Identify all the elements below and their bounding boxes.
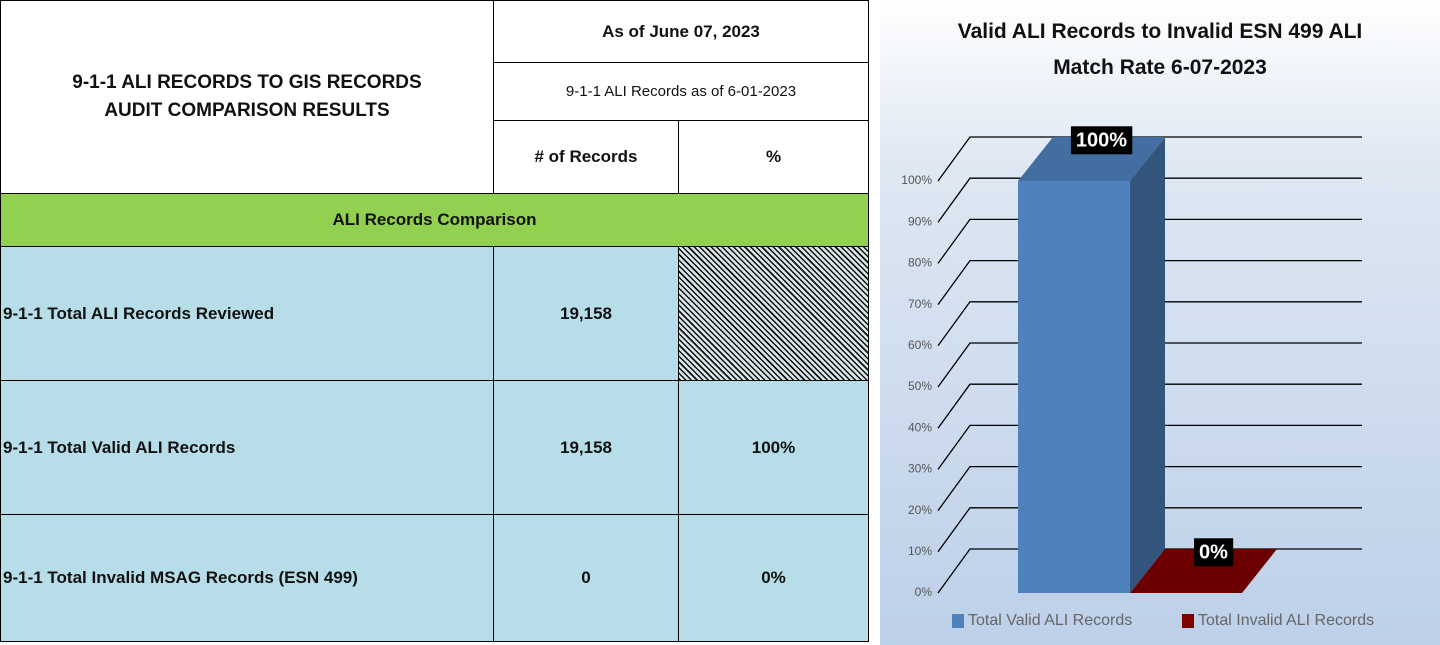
legend-swatch	[1182, 614, 1194, 628]
subtitle: 9-1-1 ALI Records as of 6-01-2023	[493, 62, 869, 121]
chart-title: Valid ALI Records to Invalid ESN 499 ALI…	[957, 20, 1363, 79]
grid-line	[937, 136, 1362, 182]
row-label: 9-1-1 Total Valid ALI Records	[0, 380, 494, 515]
grid-line	[937, 507, 1362, 553]
section-header: ALI Records Comparison	[0, 193, 869, 247]
data-label-box	[1070, 126, 1133, 155]
bar-front	[1018, 181, 1130, 593]
column-header: %	[678, 120, 869, 194]
y-tick-label: 0%	[915, 585, 933, 599]
hatched-cell	[678, 246, 869, 381]
as-of: As of June 07, 2023	[493, 0, 869, 63]
records-cell: 0	[493, 514, 679, 642]
grid-line	[937, 177, 1362, 223]
legend-label: Total Invalid ALI Records	[1198, 612, 1374, 629]
row-label: 9-1-1 Total ALI Records Reviewed	[0, 246, 494, 381]
y-tick-label: 20%	[908, 503, 932, 517]
grid-line	[937, 465, 1362, 511]
y-tick-label: 60%	[908, 338, 932, 352]
legend-label: Total Valid ALI Records	[968, 612, 1132, 629]
grid-line	[937, 383, 1362, 429]
column-header: # of Records	[493, 120, 679, 194]
data-label: 100%	[1076, 129, 1127, 151]
y-tick-label: 80%	[908, 256, 932, 270]
grid-line	[937, 259, 1362, 305]
data-label-box	[1194, 538, 1234, 567]
data-label: 0%	[1199, 541, 1228, 563]
y-tick-label: 40%	[908, 420, 932, 434]
grid-line	[937, 424, 1362, 470]
y-tick-label: 90%	[908, 214, 932, 228]
y-tick-label: 100%	[901, 173, 932, 187]
percent-cell: 100%	[678, 380, 869, 515]
row-label: 9-1-1 Total Invalid MSAG Records (ESN 49…	[0, 514, 494, 642]
table-title: 9-1-1 ALI RECORDS TO GIS RECORDS AUDIT C…	[0, 0, 494, 194]
grid-line	[937, 342, 1362, 388]
records-cell: 19,158	[493, 246, 679, 381]
bar-top	[1130, 549, 1277, 593]
chart: 0% 10% 20% 30% 40% 50% 60% 70% 80% 90% 100% 100% 0% T…	[901, 126, 1374, 629]
bar-side	[1130, 137, 1165, 593]
grid-line	[937, 218, 1362, 264]
percent-cell: 0%	[678, 514, 869, 642]
y-tick-label: 50%	[908, 379, 932, 393]
legend-swatch	[952, 614, 964, 628]
y-tick-label: 10%	[908, 544, 932, 558]
grid-line	[937, 301, 1362, 347]
y-tick-label: 30%	[908, 462, 932, 476]
y-tick-label: 70%	[908, 297, 932, 311]
records-cell: 19,158	[493, 380, 679, 515]
chart-panel: Valid ALI Records to Invalid ESN 499 ALI…	[880, 0, 1440, 645]
